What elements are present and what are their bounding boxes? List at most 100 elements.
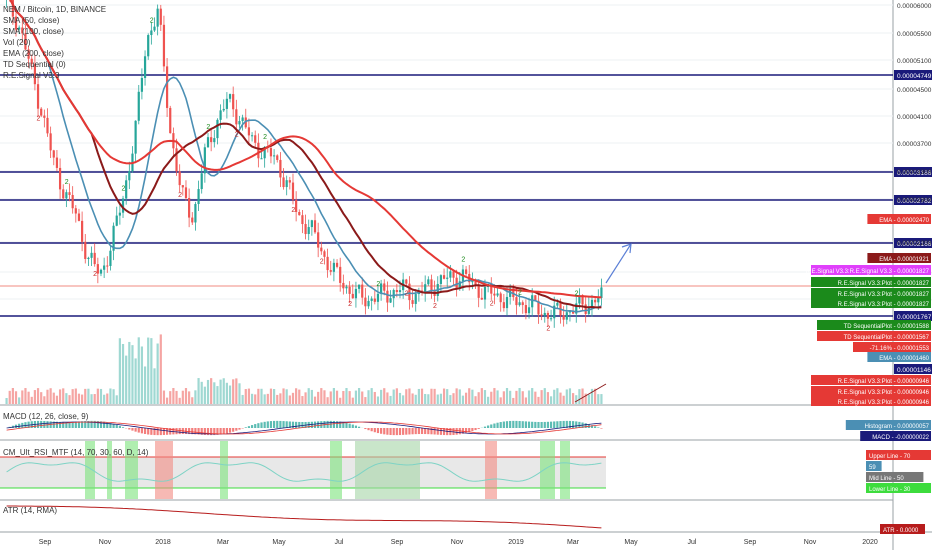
- macd-histogram-bar: [408, 428, 410, 434]
- volume-bar: [399, 393, 401, 404]
- candle-body: [87, 258, 89, 259]
- macd-histogram-bar: [349, 424, 351, 428]
- macd-histogram-bar: [585, 423, 587, 428]
- volume-bar: [440, 394, 442, 404]
- candle-body: [465, 269, 467, 273]
- candle-body: [301, 215, 303, 224]
- candle-body: [563, 315, 565, 319]
- volume-bar: [179, 398, 181, 404]
- volume-bar: [512, 398, 514, 404]
- candle-body: [518, 302, 520, 305]
- volume-bar: [314, 397, 316, 404]
- macd-histogram-bar: [257, 423, 259, 428]
- macd-histogram-bar: [267, 421, 269, 428]
- volume-bar: [408, 388, 410, 404]
- y-tick-label: 0.00004500: [897, 87, 932, 94]
- candle-body: [276, 155, 278, 160]
- volume-bar: [68, 395, 70, 404]
- macd-histogram-bar: [179, 428, 181, 434]
- price-tag-label: R.E.Signal V3.3:Plot - 0.00001827: [838, 292, 930, 298]
- volume-bar: [531, 388, 533, 404]
- macd-histogram-bar: [500, 422, 502, 428]
- volume-bar: [166, 398, 168, 404]
- volume-bar: [474, 396, 476, 404]
- candle-body: [50, 133, 52, 150]
- volume-bar: [257, 389, 259, 404]
- candle-body: [323, 251, 325, 257]
- rsi-zone: [485, 441, 497, 499]
- macd-histogram-bar: [229, 428, 231, 433]
- volume-bar: [150, 338, 152, 404]
- candle-body: [179, 171, 181, 185]
- legend-item: SMA (100, close): [3, 27, 64, 36]
- macd-histogram-bar: [163, 428, 165, 435]
- candle-body: [153, 27, 155, 31]
- volume-bar: [465, 393, 467, 404]
- macd-histogram-bar: [490, 424, 492, 428]
- volume-bar: [273, 389, 275, 404]
- legend-item: R.E.Signal V3.3: [3, 71, 60, 80]
- volume-bar: [46, 390, 48, 404]
- volume-bar: [94, 394, 96, 404]
- volume-bar: [264, 394, 266, 404]
- volume-bar: [411, 393, 413, 404]
- macd-histogram-bar: [487, 425, 489, 428]
- volume-bar: [547, 392, 549, 404]
- macd-histogram-bar: [279, 421, 281, 428]
- candle-body: [361, 285, 363, 298]
- macd-histogram-bar: [396, 428, 398, 435]
- candle-body: [506, 297, 508, 308]
- rsi-tag-label: Mid Line - 50: [869, 476, 904, 482]
- candle-body: [72, 195, 74, 208]
- volume-bar: [201, 382, 203, 404]
- volume-bar: [500, 397, 502, 404]
- macd-histogram-bar: [594, 426, 596, 428]
- volume-bar: [191, 397, 193, 404]
- macd-histogram-bar: [273, 421, 275, 428]
- volume-bar: [345, 388, 347, 404]
- candle-body: [298, 212, 300, 215]
- candle-body: [37, 84, 39, 109]
- macd-tag-label: MACD - -0.00000022: [872, 435, 929, 441]
- y-tick-label: 0.00004100: [897, 114, 932, 121]
- macd-histogram-bar: [393, 428, 395, 435]
- macd-histogram-bar: [251, 425, 253, 428]
- x-tick-label: May: [272, 539, 286, 546]
- volume-bar: [141, 346, 143, 404]
- volume-bar: [553, 390, 555, 404]
- volume-bar: [81, 395, 83, 404]
- macd-histogram-bar: [138, 428, 140, 433]
- candle-body: [440, 275, 442, 284]
- macd-histogram-bar: [298, 422, 300, 428]
- candle-body: [160, 9, 162, 25]
- td-count: 2: [405, 291, 409, 298]
- candle-body: [75, 208, 77, 213]
- x-tick-label: Nov: [99, 539, 112, 546]
- candle-body: [128, 171, 130, 180]
- td-count: 2: [235, 131, 239, 138]
- price-tag-label: R.E.Signal V3.3:Plot - 0.00000946: [838, 379, 930, 385]
- candle-body: [226, 99, 228, 109]
- volume-bar: [308, 388, 310, 404]
- macd-histogram-bar: [383, 428, 385, 434]
- volume-bar: [468, 388, 470, 404]
- volume-bar: [169, 391, 171, 404]
- td-count: 2: [518, 289, 522, 296]
- x-tick-label: Sep: [39, 539, 52, 546]
- candle-body: [238, 121, 240, 124]
- candle-body: [389, 298, 391, 302]
- price-tag-label: -71.16% - 0.00001553: [870, 346, 930, 352]
- candle-body: [408, 284, 410, 300]
- macd-histogram-bar: [399, 428, 401, 435]
- candle-body: [232, 94, 234, 109]
- candle-body: [333, 263, 335, 272]
- rsi-zone: [220, 441, 228, 499]
- volume-bar: [437, 395, 439, 404]
- candle-body: [304, 224, 306, 234]
- volume-bar: [550, 396, 552, 404]
- volume-bar: [405, 389, 407, 404]
- candle-body: [327, 257, 329, 270]
- volume-bar: [572, 393, 574, 404]
- price-tag-label: R.E.Signal V3.3:Plot - 0.00000946: [838, 400, 930, 406]
